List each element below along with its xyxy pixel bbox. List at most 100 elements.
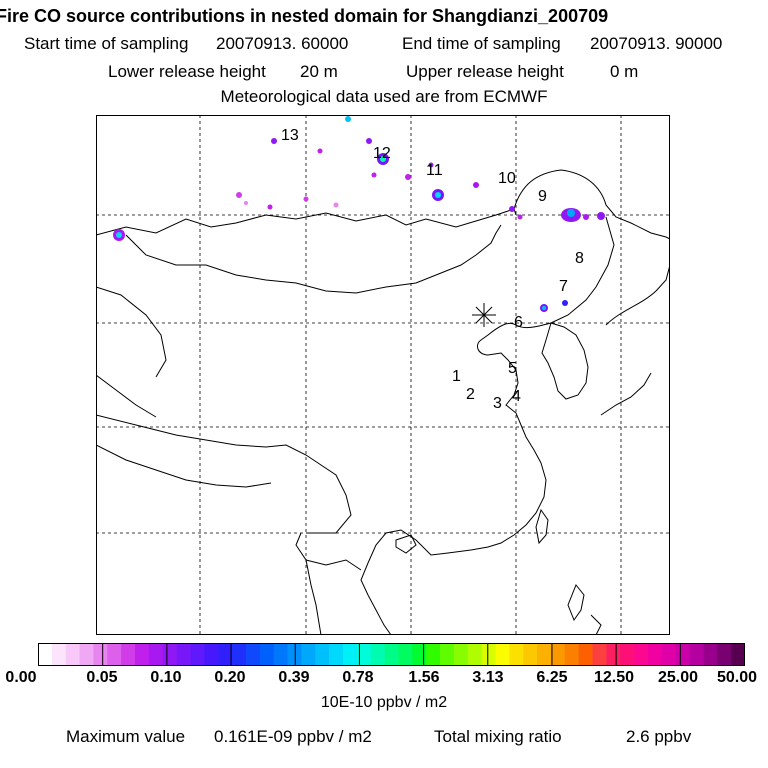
colorbar-swatch: [661, 643, 677, 666]
graticule: [96, 115, 670, 635]
colorbar-swatch: [606, 643, 621, 666]
colorbar-tick-label: 6.25: [536, 669, 568, 686]
end-time-value: 20070913. 90000: [590, 34, 723, 53]
colorbar-swatch: [523, 643, 538, 666]
source-label: 4: [512, 388, 521, 405]
lower-release-label: Lower release height: [108, 62, 266, 81]
colorbar-border: [38, 643, 745, 666]
colorbar-swatch: [634, 643, 649, 666]
map-frame: [96, 115, 670, 635]
colorbar-swatch: [65, 643, 81, 666]
colorbar-swatch: [93, 643, 108, 666]
colorbar-swatch: [550, 643, 566, 666]
colorbar-swatch: [398, 643, 413, 666]
colorbar-swatch: [412, 643, 427, 666]
colorbar-swatch: [467, 643, 483, 666]
total-mixing-value: 2.6 ppbv: [626, 727, 692, 746]
colorbar-tick-label: 50.00: [716, 669, 758, 686]
colorbar-swatch: [689, 643, 705, 666]
colorbar-swatch: [342, 643, 358, 666]
source-region-labels: 1 2 3 4 5 6 7 8 9 10 11 12 13: [281, 127, 584, 412]
colorbar-swatch: [453, 643, 469, 666]
colorbar-unit: 10E-10 ppbv / m2: [320, 694, 448, 711]
colorbar-tick-label: 0.39: [278, 669, 310, 686]
colorbar-swatch: [190, 643, 205, 666]
source-label: 7: [559, 278, 568, 295]
colorbar-swatch: [509, 643, 524, 666]
coastlines-borders: [96, 169, 670, 635]
colorbar-swatch: [703, 643, 718, 666]
source-label: 5: [508, 360, 517, 377]
colorbar-swatch: [481, 643, 497, 666]
source-label: 3: [493, 395, 502, 412]
colorbar-tick-label: 12.50: [593, 669, 635, 686]
colorbar-swatch: [495, 643, 510, 666]
source-label: 2: [466, 386, 475, 403]
lower-release-value: 20 m: [300, 62, 338, 81]
start-time-label: Start time of sampling: [24, 34, 189, 53]
map-svg: 1 2 3 4 5 6 7 8 9 10 11 12 13: [96, 115, 670, 635]
receptor-star-icon: [472, 303, 496, 327]
colorbar-swatch: [731, 643, 745, 666]
colorbar-swatch: [176, 643, 192, 666]
source-label: 13: [281, 127, 299, 144]
colorbar-tick-label: 25.00: [657, 669, 699, 686]
colorbar-swatch: [245, 643, 261, 666]
source-label: 6: [514, 314, 523, 331]
upper-release-value: 0 m: [610, 62, 639, 81]
colorbar-swatch: [537, 643, 552, 666]
source-label: 12: [373, 145, 391, 162]
upper-release-label: Upper release height: [406, 62, 564, 81]
colorbar-swatch: [592, 643, 607, 666]
source-label: 11: [426, 162, 443, 179]
max-value: 0.161E-09 ppbv / m2: [214, 727, 372, 746]
colorbar-swatch: [426, 643, 441, 666]
colorbar: [38, 643, 745, 666]
colorbar-swatch: [148, 643, 164, 666]
map-panel: 1 2 3 4 5 6 7 8 9 10 11 12 13: [96, 115, 670, 635]
colorbar-swatch: [329, 643, 344, 666]
colorbar-tick-label: 1.56: [408, 669, 440, 686]
start-time-value: 20070913. 60000: [216, 34, 349, 53]
colorbar-tick-label: 3.13: [472, 669, 504, 686]
colorbar-tick-label: 0.05: [86, 669, 118, 686]
colorbar-tick-label: 0.20: [214, 669, 246, 686]
colorbar-svg: [38, 643, 745, 666]
colorbar-swatch: [717, 643, 732, 666]
source-label: 10: [498, 170, 516, 187]
colorbar-swatch: [370, 643, 386, 666]
colorbar-swatch: [121, 643, 136, 666]
fire-contribution-blobs: [113, 116, 605, 312]
colorbar-swatch: [620, 643, 635, 666]
total-mixing-label: Total mixing ratio: [434, 727, 562, 746]
met-data-note: Meteorological data used are from ECMWF: [220, 87, 548, 106]
source-label: 9: [538, 188, 547, 205]
colorbar-swatch: [675, 643, 691, 666]
colorbar-swatch: [356, 643, 372, 666]
source-label: 8: [575, 250, 584, 267]
colorbar-tick-label: 0.00: [5, 669, 37, 686]
colorbar-swatch: [107, 643, 122, 666]
colorbar-swatch: [204, 643, 219, 666]
colorbar-swatch: [218, 643, 233, 666]
colorbar-swatch: [301, 643, 316, 666]
colorbar-tick-label: 0.10: [150, 669, 182, 686]
end-time-label: End time of sampling: [402, 34, 561, 53]
colorbar-swatch: [440, 643, 455, 666]
colorbar-swatch: [232, 643, 247, 666]
plot-title: Fire CO source contributions in nested d…: [0, 6, 609, 26]
colorbar-swatch: [578, 643, 594, 666]
colorbar-swatch: [259, 643, 275, 666]
source-label: 1: [452, 368, 461, 385]
colorbar-tick-label: 0.78: [342, 669, 374, 686]
colorbar-swatch: [38, 643, 53, 666]
colorbar-swatch: [384, 643, 400, 666]
colorbar-swatch: [315, 643, 330, 666]
colorbar-swatch: [162, 643, 178, 666]
max-value-label: Maximum value: [66, 727, 186, 746]
colorbar-swatch: [564, 643, 580, 666]
colorbar-swatch: [647, 643, 663, 666]
colorbar-swatch: [273, 643, 289, 666]
colorbar-swatch: [51, 643, 67, 666]
colorbar-swatch: [135, 643, 150, 666]
